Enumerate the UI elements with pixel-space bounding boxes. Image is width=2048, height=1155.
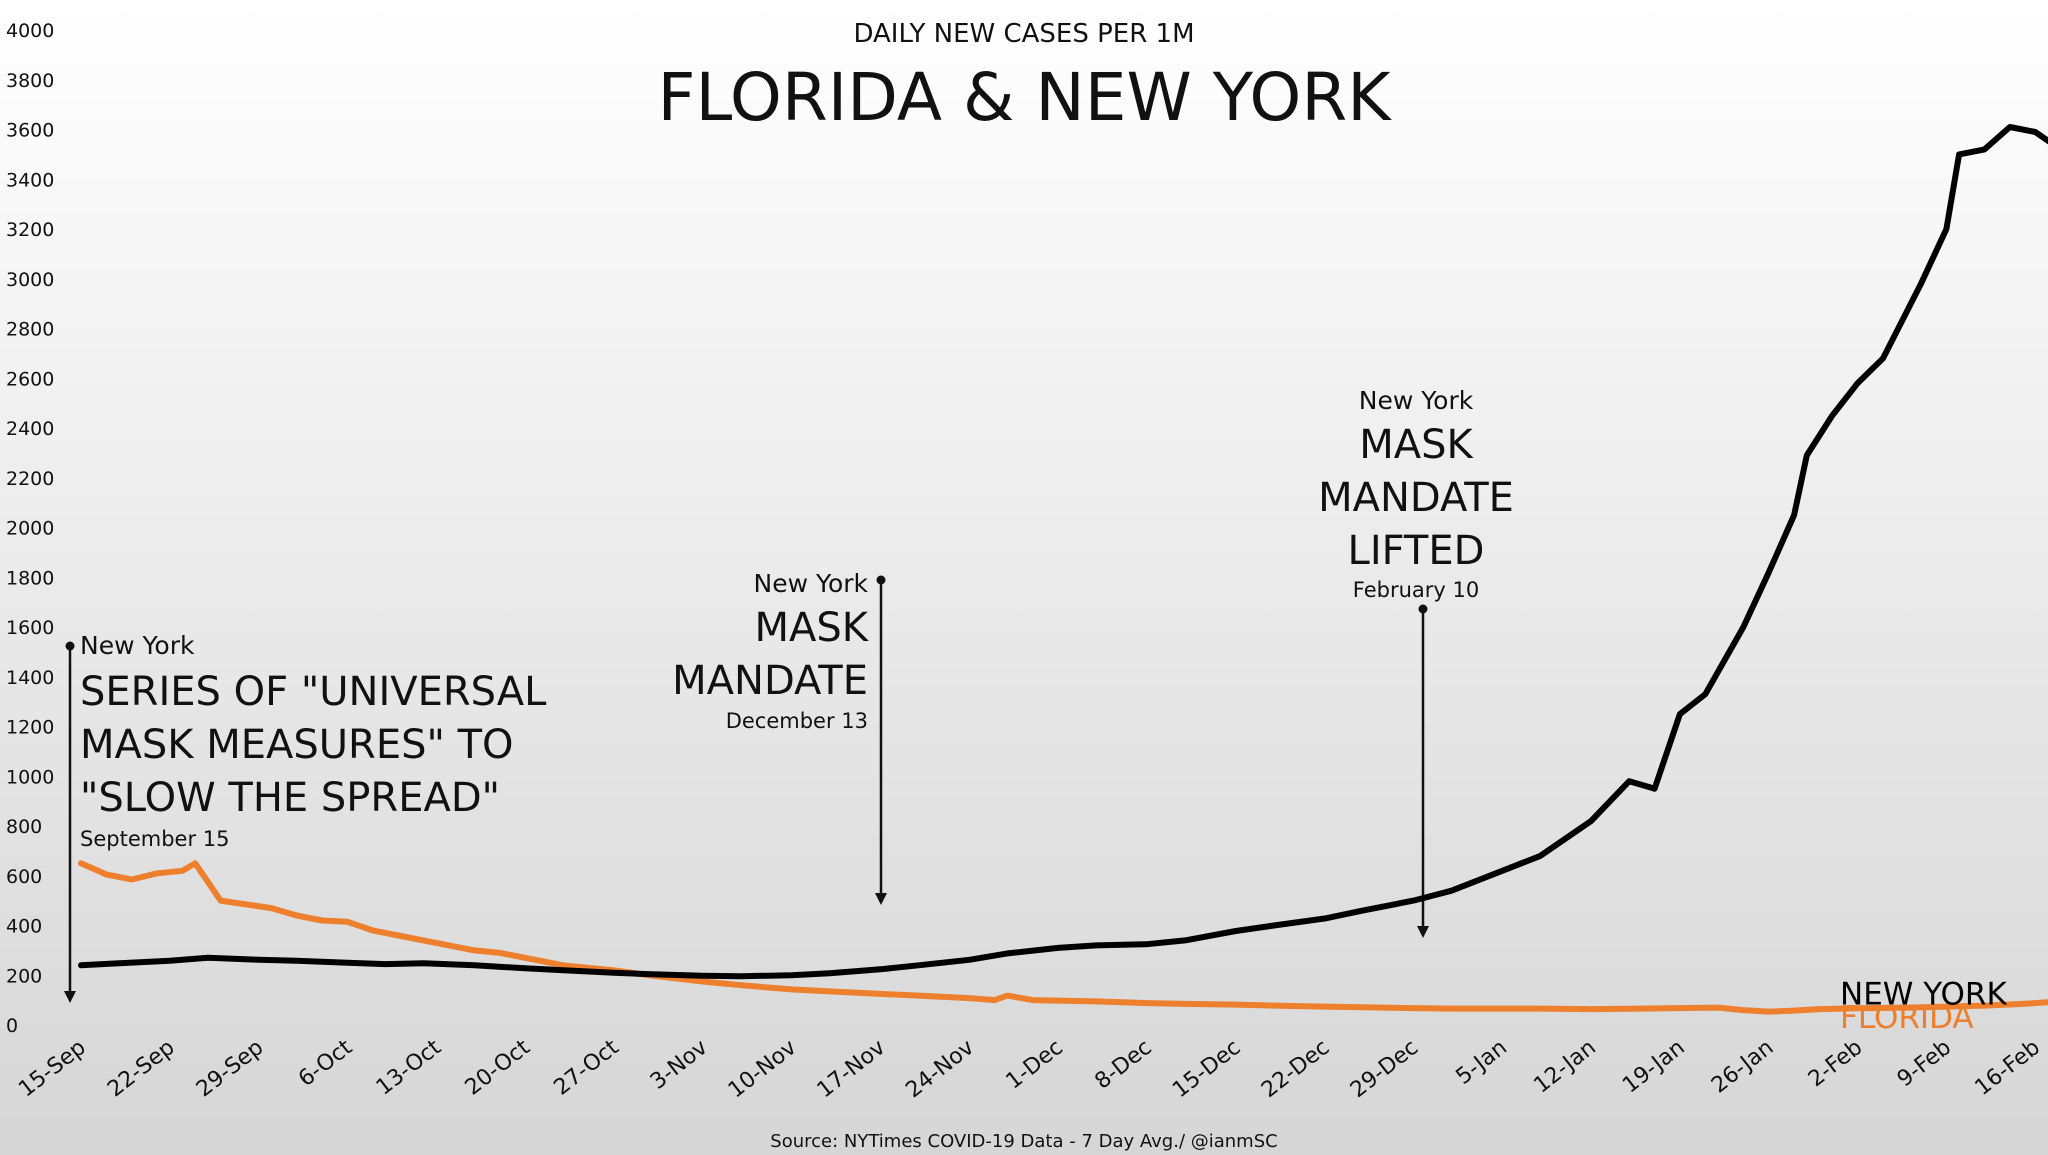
annotation-arrow-head xyxy=(875,893,887,905)
y-tick-label: 2800 xyxy=(6,319,54,341)
y-axis: 0 200 400 600 800 1000 1200 1400 1600 1800 2000 220… xyxy=(6,20,54,1037)
annotation-text: MANDATE xyxy=(672,658,868,704)
y-tick-label: 3600 xyxy=(6,120,54,142)
annotation-region: New York xyxy=(1359,386,1474,415)
y-tick-label: 1600 xyxy=(6,617,54,639)
annotation-date: September 15 xyxy=(80,827,229,851)
y-tick-label: 3200 xyxy=(6,219,54,241)
annotation-date: December 13 xyxy=(726,709,868,733)
y-tick-label: 400 xyxy=(6,916,42,938)
series-label-florida: FLORIDA xyxy=(1840,1000,1974,1036)
y-tick-label: 1800 xyxy=(6,567,54,589)
series-line-new-york xyxy=(78,124,2048,980)
chart-subtitle: DAILY NEW CASES PER 1M xyxy=(853,19,1194,49)
y-tick-label: 3400 xyxy=(6,169,54,191)
annotation-text: MANDATE xyxy=(1318,475,1514,521)
annotation-text: MASK xyxy=(1359,422,1474,468)
y-tick-label: 1200 xyxy=(6,717,54,739)
annotation-arrow-head xyxy=(1417,926,1429,938)
annotation-text: SERIES OF "UNIVERSAL xyxy=(80,669,547,715)
chart-source: Source: NYTimes COVID-19 Data - 7 Day Av… xyxy=(770,1131,1277,1152)
y-tick-label: 800 xyxy=(6,816,42,838)
annotation-arrow-head xyxy=(64,991,76,1003)
chart-title: FLORIDA & NEW YORK xyxy=(658,59,1393,136)
annotation-date: February 10 xyxy=(1353,578,1479,602)
annotation-region: New York xyxy=(754,569,869,598)
series-lines xyxy=(78,124,2048,1015)
annotation-arrow-dot xyxy=(876,575,886,585)
y-tick-label: 4000 xyxy=(6,20,54,42)
annotation-text: MASK MEASURES" TO xyxy=(80,722,514,768)
y-tick-label: 600 xyxy=(6,866,42,888)
y-tick-label: 3800 xyxy=(6,70,54,92)
y-tick-label: 1000 xyxy=(6,766,54,788)
y-tick-label: 0 xyxy=(6,1015,18,1037)
annotation-arrow-dot xyxy=(1418,604,1428,614)
series-label-new-york: NEW YORK xyxy=(1840,977,2007,1013)
series-line-florida xyxy=(78,860,2048,1015)
y-tick-label: 3000 xyxy=(6,269,54,291)
y-tick-label: 200 xyxy=(6,965,42,987)
y-tick-label: 1400 xyxy=(6,667,54,689)
y-tick-label: 2400 xyxy=(6,418,54,440)
y-tick-label: 2200 xyxy=(6,468,54,490)
annotation-text: MASK xyxy=(755,605,870,651)
y-tick-label: 2600 xyxy=(6,368,54,390)
annotation-text: "SLOW THE SPREAD" xyxy=(80,775,500,821)
y-tick-label: 2000 xyxy=(6,518,54,540)
annotation-region: New York xyxy=(80,631,195,660)
annotation-text: LIFTED xyxy=(1348,528,1485,574)
annotation-arrow-dot xyxy=(65,641,75,651)
annotations: New York SERIES OF "UNIVERSAL MASK MEASURE… xyxy=(64,386,1514,1003)
